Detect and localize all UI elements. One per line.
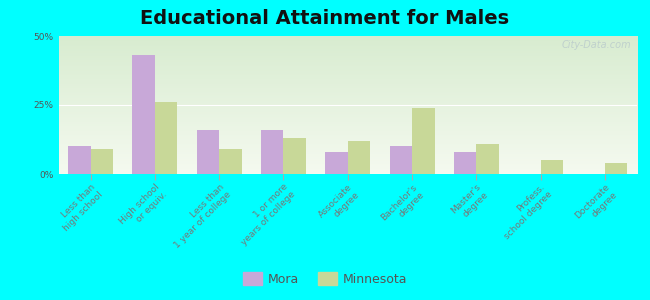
Bar [348,141,370,174]
Bar [261,130,283,174]
Bar [68,146,90,174]
Text: City-Data.com: City-Data.com [562,40,631,50]
Bar [454,152,476,174]
Bar [412,108,434,174]
Bar [283,138,306,174]
Bar [133,55,155,174]
Bar [389,146,412,174]
Bar [219,149,242,174]
Bar [197,130,219,174]
Bar [325,152,348,174]
Bar [155,102,177,174]
Text: Educational Attainment for Males: Educational Attainment for Males [140,9,510,28]
Bar [541,160,563,174]
Bar [90,149,113,174]
Legend: Mora, Minnesota: Mora, Minnesota [238,267,412,291]
Bar [605,163,627,174]
Bar [476,144,499,174]
